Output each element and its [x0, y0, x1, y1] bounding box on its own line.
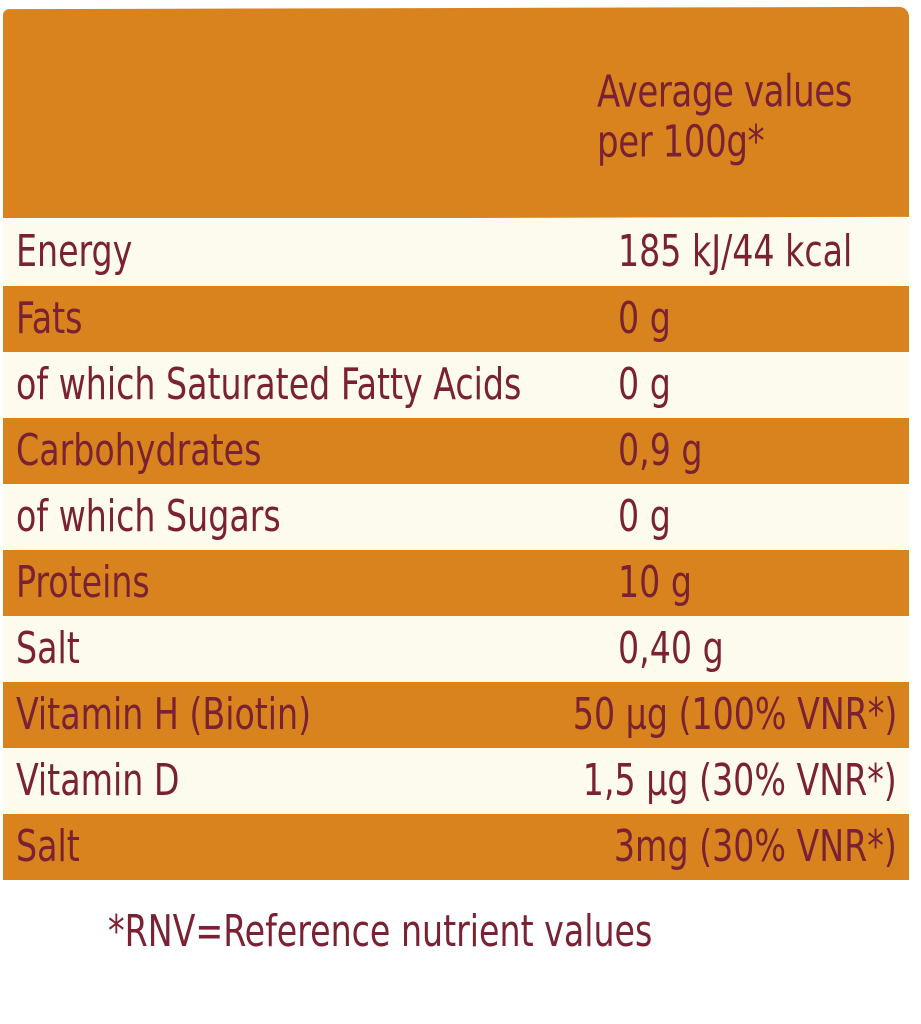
table-row: Vitamin H (Biotin) 50 µg (100% VNR*): [3, 682, 909, 748]
table-row: Fats 0 g: [3, 286, 909, 352]
nutrient-value: 1,5 µg (30% VNR*): [583, 755, 897, 806]
nutrient-value: 3mg (30% VNR*): [614, 821, 897, 872]
nutrient-name: Salt: [16, 821, 80, 872]
nutrient-value: 0 g: [618, 491, 671, 542]
table-row: Vitamin D 1,5 µg (30% VNR*): [3, 748, 909, 814]
table-row: Carbohydrates 0,9 g: [3, 418, 909, 484]
table-row: Proteins 10 g: [3, 550, 909, 616]
nutrient-name: Carbohydrates: [16, 425, 262, 476]
table-row: of which Saturated Fatty Acids 0 g: [3, 352, 909, 418]
nutrient-name: Fats: [16, 293, 83, 344]
nutrient-value: 0 g: [618, 359, 671, 410]
nutrient-name: of which Sugars: [16, 491, 281, 542]
header-line-1: Average values: [597, 65, 853, 118]
nutrient-value: 0,40 g: [618, 623, 724, 674]
table-row: of which Sugars 0 g: [3, 484, 909, 550]
table-row: Salt 0,40 g: [3, 616, 909, 682]
nutrient-value: 0 g: [618, 293, 671, 344]
nutrient-value: 50 µg (100% VNR*): [572, 689, 897, 740]
table-row: Salt 3mg (30% VNR*): [3, 814, 909, 880]
nutrient-value: 0,9 g: [618, 425, 703, 476]
nutrient-name: of which Saturated Fatty Acids: [16, 359, 522, 410]
table-row: Energy 185 kJ/44 kcal: [3, 218, 909, 286]
nutrient-name: Vitamin D: [16, 755, 180, 806]
header-line-2: per 100g*: [597, 116, 765, 168]
nutrient-value: 10 g: [618, 557, 692, 608]
footnote: *RNV=Reference nutrient values: [108, 906, 653, 957]
table-header: Average values per 100g*: [3, 6, 909, 220]
nutrient-value: 185 kJ/44 kcal: [618, 226, 853, 277]
nutrient-name: Proteins: [16, 557, 150, 608]
nutrient-name: Energy: [16, 226, 133, 277]
nutrition-table: Average values per 100g* Energy 185 kJ/4…: [3, 6, 909, 880]
column-header-average-values: Average values per 100g*: [597, 65, 853, 168]
nutrient-name: Vitamin H (Biotin): [16, 689, 312, 740]
nutrient-name: Salt: [16, 623, 80, 674]
